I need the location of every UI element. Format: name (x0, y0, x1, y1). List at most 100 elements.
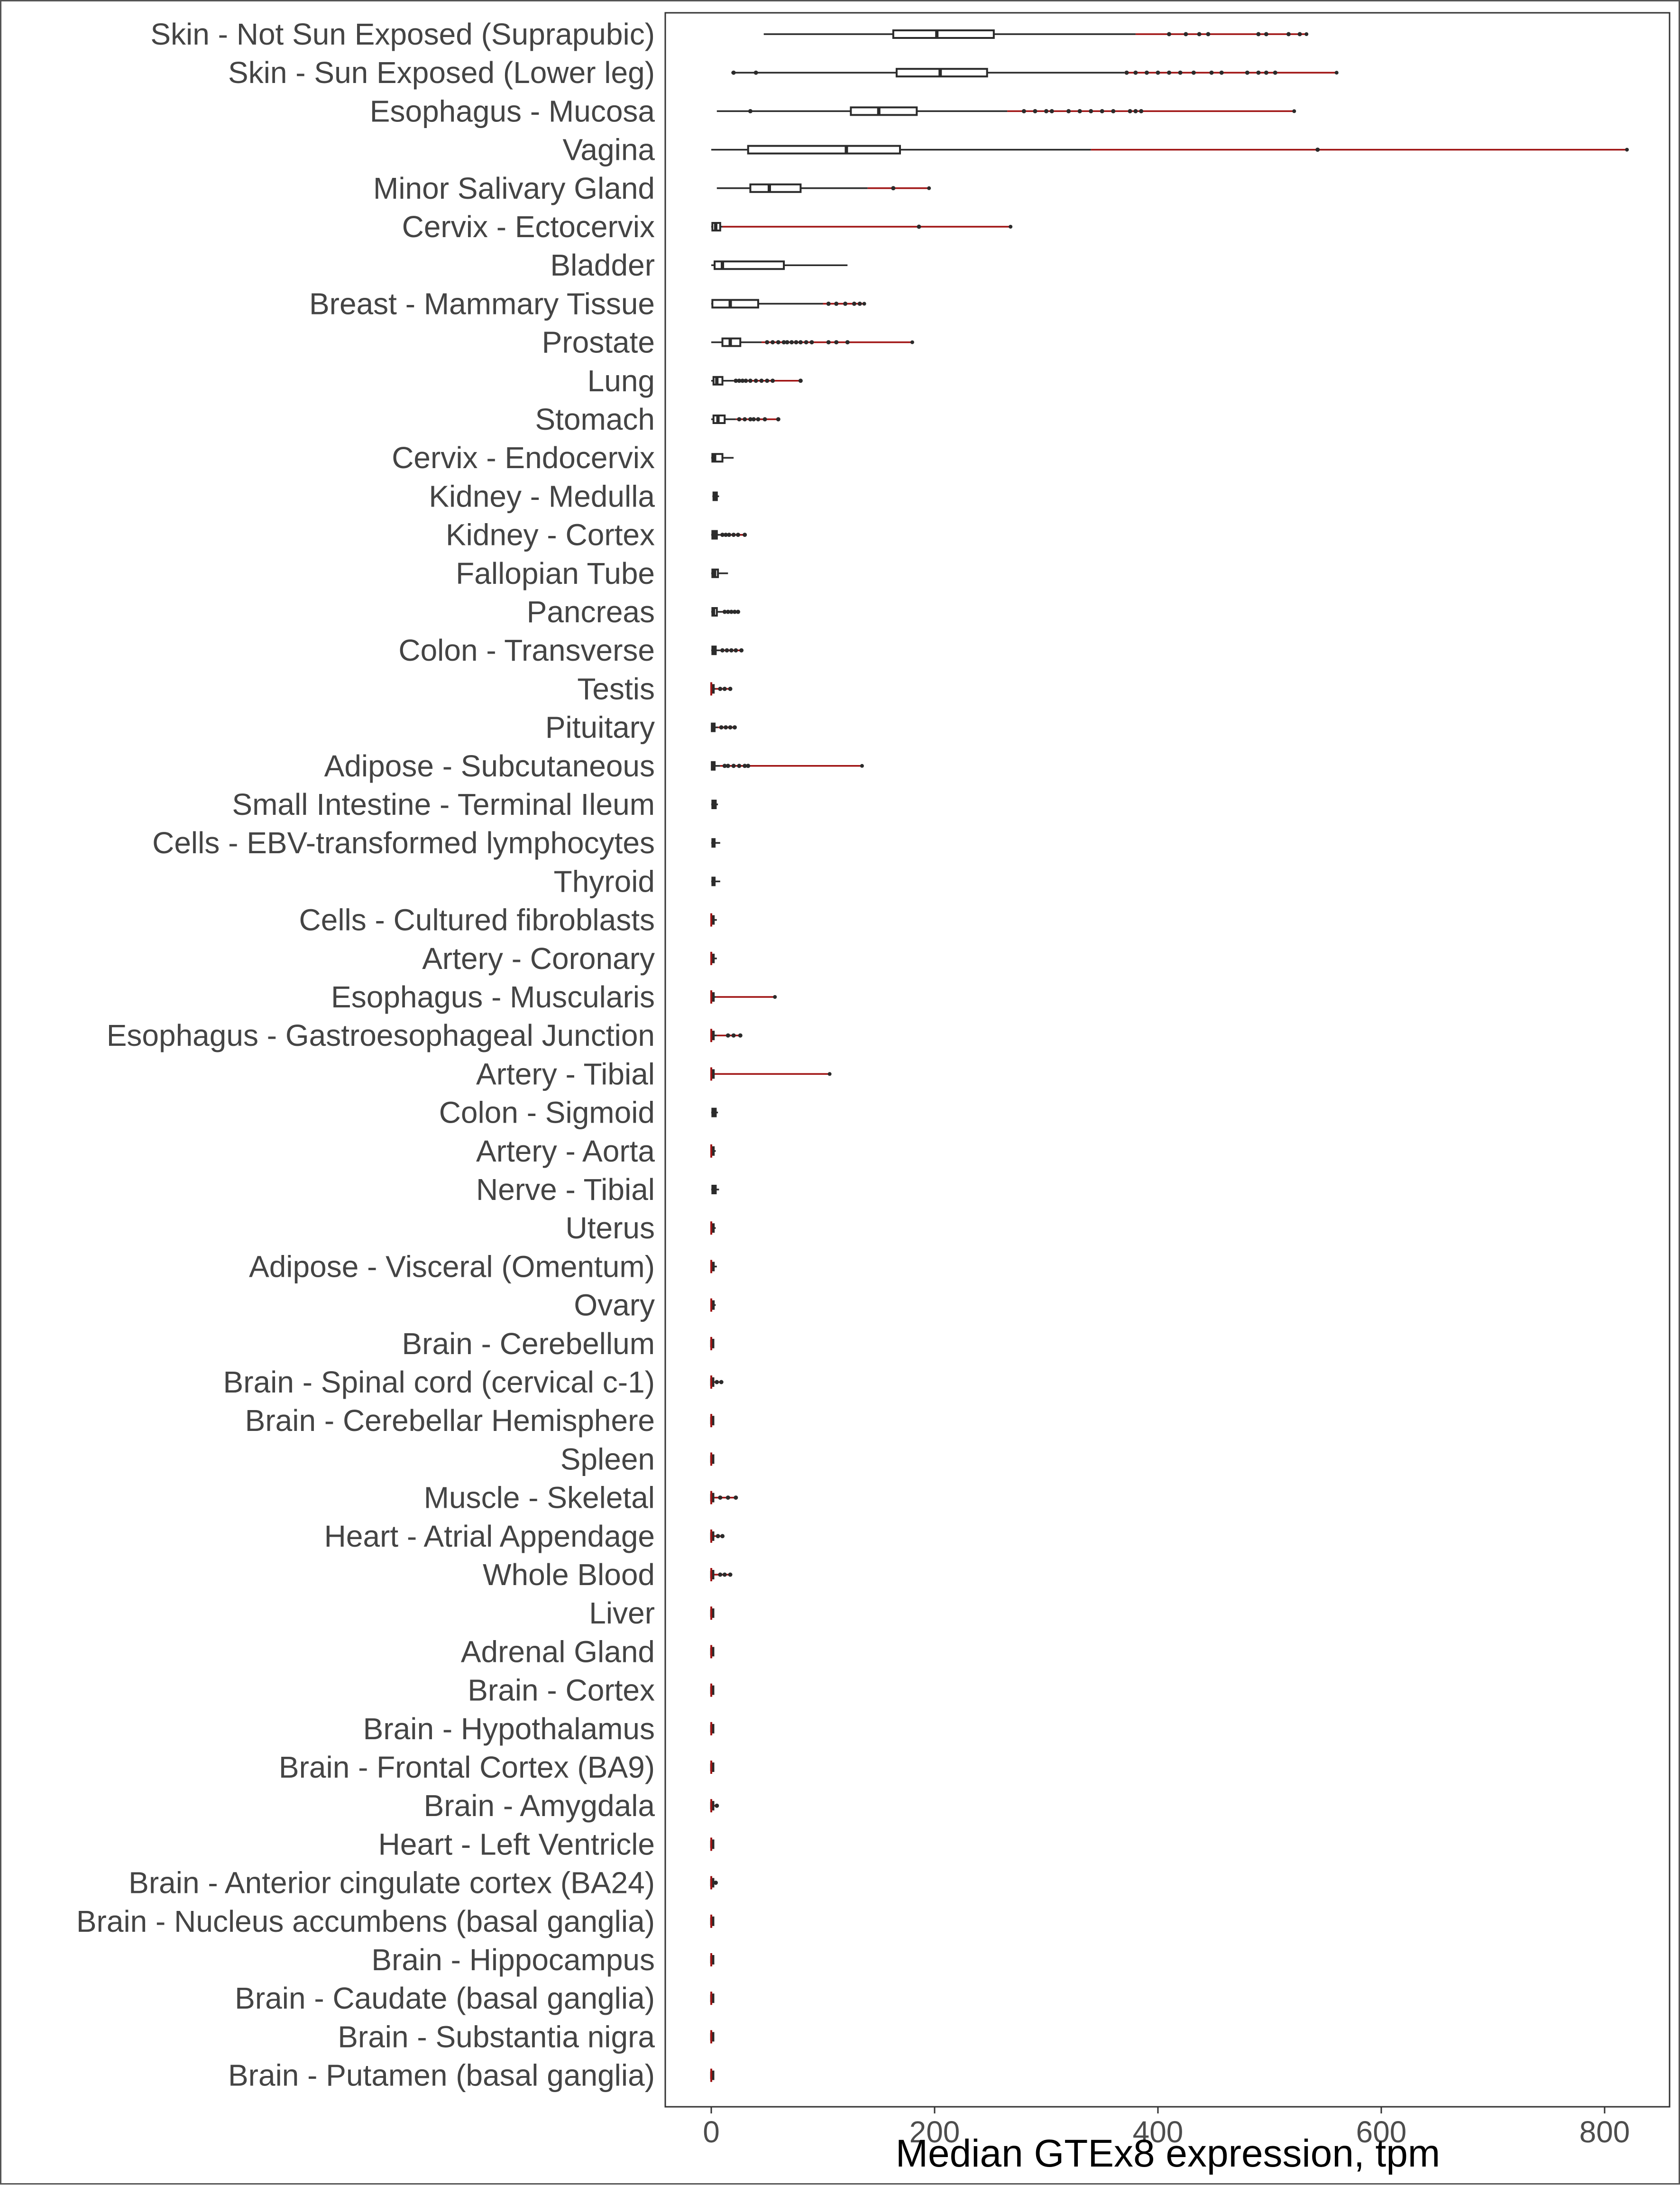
max-point (910, 340, 914, 344)
box-group (710, 1645, 715, 1659)
outlier-point (1264, 32, 1268, 37)
category-label: Heart - Left Ventricle (378, 1827, 655, 1861)
outlier-point (720, 648, 725, 653)
outlier-point (715, 1803, 719, 1808)
outlier-point (727, 533, 732, 537)
box-group (710, 913, 717, 927)
box-group (710, 1837, 715, 1851)
outlier-point (1209, 70, 1214, 75)
outlier-point (725, 1033, 730, 1038)
box-group (710, 682, 733, 696)
outlier-point (1156, 70, 1160, 75)
box-group (710, 2068, 715, 2082)
outlier-point (762, 417, 767, 422)
outlier-point (718, 1495, 723, 1500)
category-label: Small Intestine - Terminal Ileum (232, 787, 655, 821)
outlier-point (722, 609, 727, 614)
outlier-point (725, 609, 730, 614)
outlier-point (731, 764, 736, 768)
outlier-point (1167, 32, 1172, 37)
iqr-box (711, 299, 759, 309)
box-group (710, 1914, 715, 1928)
category-label: Heart - Atrial Appendage (324, 1519, 655, 1553)
category-label: Pituitary (545, 710, 655, 745)
box-group (711, 222, 1013, 231)
iqr-box (714, 260, 785, 270)
category-label: Brain - Cerebellar Hemisphere (245, 1403, 655, 1438)
x-tick-label: 400 (1133, 2115, 1184, 2149)
outlier-point (734, 1495, 738, 1500)
category-label: Brain - Anterior cingulate cortex (BA24) (129, 1866, 655, 1900)
outlier-point (1044, 109, 1048, 113)
outlier-point (1111, 109, 1116, 113)
category-label: Brain - Hippocampus (371, 1943, 655, 1977)
outlier-point (725, 764, 730, 768)
category-label: Esophagus - Mucosa (370, 94, 655, 128)
plot-panel (664, 12, 1671, 2108)
outlier-point (738, 1033, 743, 1038)
box-group (710, 1529, 725, 1543)
outlier-point (891, 186, 896, 191)
box-group (711, 1185, 719, 1194)
box-group (710, 1221, 716, 1235)
outlier-point (743, 764, 747, 768)
category-label: Stomach (535, 402, 655, 436)
outlier-point (1297, 32, 1302, 37)
category-label: Skin - Not Sun Exposed (Suprapubic) (150, 17, 655, 51)
outlier-point (798, 378, 803, 383)
box-group (711, 1107, 718, 1117)
category-label: Thyroid (554, 864, 655, 898)
category-label: Brain - Substantia nigra (338, 2020, 655, 2054)
category-label: Brain - Cerebellum (402, 1327, 655, 1361)
box-group (711, 838, 720, 848)
outlier-point (716, 1534, 720, 1539)
outlier-point (732, 725, 737, 730)
x-tick-label: 600 (1356, 2115, 1407, 2149)
category-label: Cells - EBV-transformed lymphocytes (152, 826, 655, 860)
max-point (862, 302, 866, 306)
outlier-point (1066, 109, 1071, 113)
outlier-point (736, 609, 741, 614)
x-tick-label: 800 (1579, 2115, 1630, 2149)
outlier-point (852, 301, 856, 306)
category-label: Cervix - Endocervix (392, 441, 655, 475)
box-group (710, 990, 777, 1004)
outlier-point (753, 378, 758, 383)
box-group (711, 260, 848, 270)
outlier-point (771, 340, 775, 345)
iqr-box (850, 106, 918, 116)
box-group (711, 530, 747, 540)
box-group (763, 29, 1309, 39)
box-group (731, 68, 1339, 78)
box-group (716, 106, 1296, 116)
box-group (710, 1606, 715, 1620)
outlier-point (1219, 70, 1224, 75)
category-label: Whole Blood (483, 1558, 655, 1592)
box-group (712, 491, 719, 501)
outlier-point (917, 224, 921, 229)
box-group (710, 1375, 724, 1389)
outlier-point (1191, 70, 1196, 75)
box-group (710, 1992, 715, 2005)
iqr-box (747, 145, 901, 155)
outlier-point (1184, 32, 1188, 37)
outlier-point (1197, 32, 1202, 37)
category-label: Esophagus - Gastroesophageal Junction (107, 1018, 655, 1052)
outlier-point (798, 340, 803, 345)
outlier-point (736, 533, 741, 537)
category-label: Spleen (560, 1442, 655, 1476)
outlier-point (737, 764, 742, 768)
category-label: Fallopian Tube (456, 556, 655, 590)
category-label: Testis (577, 672, 655, 706)
outlier-point (781, 340, 786, 345)
outlier-point (1021, 109, 1026, 113)
box-group (711, 607, 741, 617)
box-group (710, 1414, 715, 1428)
outlier-point (1100, 109, 1104, 113)
category-label: Lung (588, 364, 655, 398)
x-axis-title: Median GTEx8 expression, tpm (896, 2132, 1440, 2175)
outlier-point (1286, 32, 1291, 37)
outlier-point (719, 1380, 724, 1384)
max-point (1304, 32, 1309, 36)
outlier-point (753, 70, 758, 75)
